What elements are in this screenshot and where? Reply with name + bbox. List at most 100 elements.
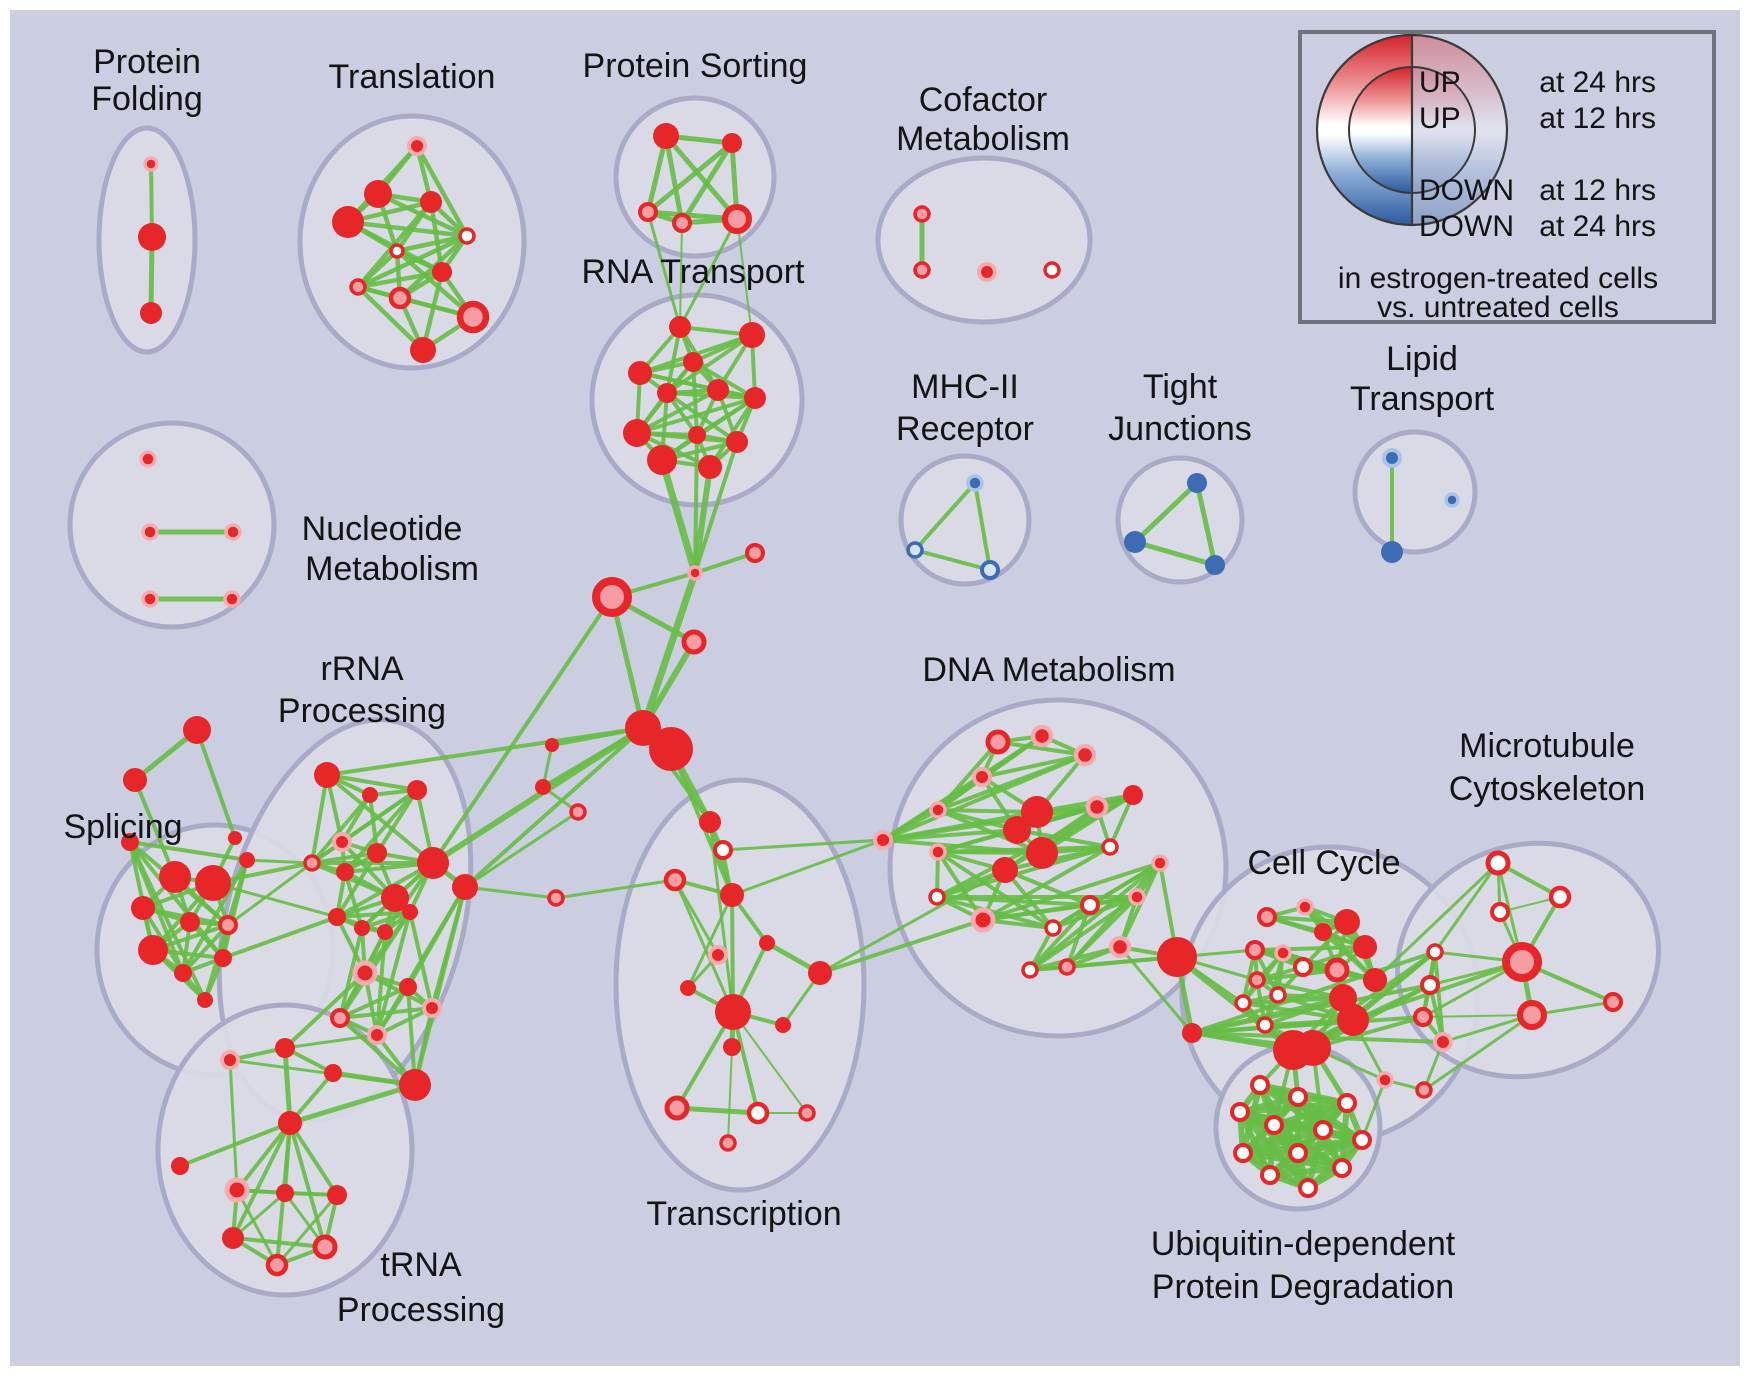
node-connectors-5[interactable] [649,727,693,771]
node-translation-10[interactable] [410,337,436,363]
node-transcription-6[interactable] [680,980,696,996]
node-rrna-3[interactable] [332,832,352,852]
node-dna-19[interactable] [1151,854,1169,872]
node-protein_sorting-4[interactable] [722,204,752,234]
node-ubiquitin-10[interactable] [1260,1165,1280,1185]
node-ubiquitin-6[interactable] [1352,1130,1372,1150]
node-splicing-0[interactable] [159,861,191,893]
node-rrna-6[interactable] [336,863,354,881]
node-rna_transport-7[interactable] [623,419,651,447]
node-ubiquitin-0[interactable] [1250,1075,1270,1095]
node-rrna-17[interactable] [399,978,417,996]
node-connectors-6[interactable] [545,738,559,752]
node-rrna-2[interactable] [407,780,427,800]
node-microtubule-2[interactable] [1490,902,1510,922]
node-connectors-7[interactable] [535,779,551,795]
node-cofactor-2[interactable] [977,262,997,282]
node-cell_cycle-20[interactable] [1420,975,1440,995]
node-dna-13[interactable] [992,857,1018,883]
node-cell_cycle-2[interactable] [1314,923,1332,941]
node-trna-3[interactable] [276,1184,294,1202]
node-protein_folding-0[interactable] [143,156,159,172]
node-microtubule-5[interactable] [1603,992,1623,1012]
node-rna_transport-9[interactable] [726,431,748,453]
node-dna-17[interactable] [1080,895,1100,915]
node-rna_transport-11[interactable] [698,455,722,479]
node-microtubule-3[interactable] [1502,942,1542,982]
node-protein_sorting-3[interactable] [672,213,692,233]
node-rrna-5[interactable] [367,843,387,863]
node-trna-2[interactable] [224,1177,250,1203]
node-dna-11[interactable] [1101,838,1119,856]
node-translation-3[interactable] [420,191,442,213]
node-translation-4[interactable] [458,227,476,245]
node-cell_cycle-11[interactable] [1269,986,1287,1004]
node-dna-20[interactable] [1021,961,1039,979]
node-cell_cycle-17[interactable] [1295,1030,1331,1066]
node-lipid-1[interactable] [1381,541,1403,563]
node-rna_transport-10[interactable] [647,445,677,475]
node-splicing-9[interactable] [197,992,213,1008]
node-transcription-3[interactable] [720,883,744,907]
node-tight-0[interactable] [1187,473,1207,493]
node-transcription-9[interactable] [723,1038,741,1056]
node-transcription-5[interactable] [759,935,775,951]
node-mhc-0[interactable] [966,474,984,492]
node-ubiquitin-4[interactable] [1264,1115,1284,1135]
node-translation-0[interactable] [407,136,427,156]
node-connectors-14[interactable] [1415,1081,1433,1099]
node-trna-1[interactable] [171,1157,189,1175]
node-transcription-8[interactable] [715,994,751,1030]
node-ubiquitin-2[interactable] [1337,1093,1357,1113]
node-dna-2[interactable] [1073,743,1097,767]
node-dna-14[interactable] [928,888,946,906]
node-cell_cycle-18[interactable] [1182,1023,1202,1043]
node-tight-1[interactable] [1124,531,1146,553]
node-dna-8[interactable] [1026,837,1058,869]
node-dna-1[interactable] [1030,724,1054,748]
node-trna-0[interactable] [278,1111,302,1135]
node-dna-10[interactable] [1123,785,1143,805]
node-lipid-0[interactable] [1382,448,1402,468]
node-transcription-1[interactable] [713,840,733,860]
node-rna_transport-6[interactable] [744,387,766,409]
node-translation-5[interactable] [389,243,405,259]
node-cell_cycle-1[interactable] [1296,898,1314,916]
node-connectors-8[interactable] [569,803,587,821]
node-ubiquitin-3[interactable] [1230,1102,1250,1122]
node-rrna-8[interactable] [417,847,449,879]
node-rna_transport-2[interactable] [628,361,652,385]
node-rrna-18[interactable] [399,1069,431,1101]
node-trna-10[interactable] [324,1064,342,1082]
node-translation-1[interactable] [364,180,392,208]
node-dna-4[interactable] [929,801,947,819]
node-connectors-3[interactable] [681,629,707,655]
node-cell_cycle-15[interactable] [1337,1004,1369,1036]
node-cell_cycle-13[interactable] [1256,1016,1274,1034]
node-dna-7[interactable] [1003,816,1031,844]
node-rrna-9[interactable] [328,908,346,926]
node-connectors-0[interactable] [687,565,703,581]
node-connectors-9[interactable] [547,889,565,907]
node-rna_transport-3[interactable] [683,352,703,372]
node-ubiquitin-7[interactable] [1233,1143,1253,1163]
node-connectors-12[interactable] [228,831,242,845]
node-trna-6[interactable] [312,1234,338,1260]
node-protein_sorting-1[interactable] [722,133,742,153]
node-splicing-6[interactable] [174,964,192,982]
node-cofactor-3[interactable] [1043,261,1061,279]
node-cell_cycle-3[interactable] [1334,909,1360,935]
node-rna_transport-1[interactable] [739,322,765,348]
node-rrna-1[interactable] [362,787,378,803]
node-dna-15[interactable] [970,907,996,933]
node-connectors-4[interactable] [625,710,661,746]
node-mhc-2[interactable] [980,560,1000,580]
node-cell_cycle-0[interactable] [1257,907,1277,927]
node-dna-3[interactable] [972,767,992,787]
node-rna_transport-0[interactable] [669,316,691,338]
node-transcription-7[interactable] [808,961,832,985]
node-dna-23[interactable] [1157,937,1197,977]
node-tight-2[interactable] [1205,555,1225,575]
node-rrna-15[interactable] [367,1025,387,1045]
node-transcription-0[interactable] [699,811,721,833]
